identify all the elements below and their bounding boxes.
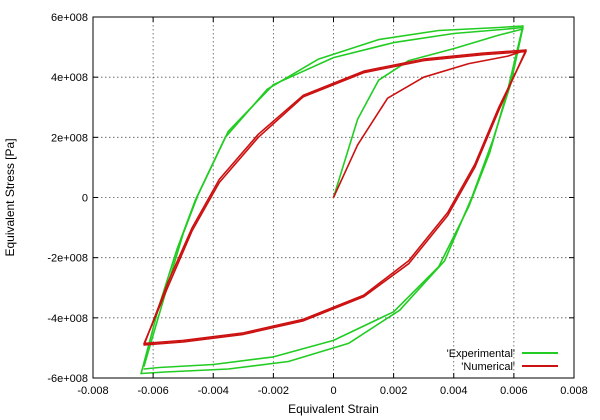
x-tick-label: -0.004	[198, 385, 229, 397]
series-line	[143, 50, 527, 345]
x-tick-label: 0.004	[440, 385, 468, 397]
series-line	[143, 49, 527, 346]
y-tick-label: 0	[82, 193, 88, 205]
y-tick-label: 2e+008	[51, 132, 88, 144]
y-tick-label: 4e+008	[51, 72, 88, 84]
x-tick-label: -0.002	[258, 385, 289, 397]
series-line	[143, 49, 527, 346]
series-experimental	[140, 25, 524, 375]
y-tick-label: -4e+008	[47, 313, 88, 325]
y-tick-label: -2e+008	[47, 253, 88, 265]
x-tick-label: 0.008	[560, 385, 588, 397]
series-line	[332, 49, 527, 199]
legend-label: 'Numerical'	[461, 361, 515, 373]
series-line	[140, 26, 524, 375]
series-line	[143, 50, 527, 345]
y-axis-title: Equivalent Stress [Pa]	[3, 138, 17, 256]
y-tick-label: -6e+008	[47, 373, 88, 385]
series-line	[140, 25, 524, 375]
series-layer	[140, 25, 527, 375]
legend: 'Experimental''Numerical'	[447, 348, 558, 373]
x-axis-title: Equivalent Strain	[288, 402, 379, 416]
x-tick-label: -0.008	[77, 385, 108, 397]
series-line	[143, 26, 524, 367]
y-tick-label: 6e+008	[51, 12, 88, 24]
grid	[93, 17, 574, 378]
x-tick-label: 0.002	[380, 385, 408, 397]
legend-label: 'Experimental'	[447, 348, 515, 360]
series-numerical	[143, 49, 527, 346]
x-tick-label: 0	[330, 385, 336, 397]
series-line	[332, 28, 524, 199]
axis-ticks: -0.008 -0.006 -0.004 -0.002 0 0.002 0.004 0.006…	[47, 12, 587, 397]
x-tick-label: -0.006	[138, 385, 169, 397]
x-tick-label: 0.006	[500, 385, 528, 397]
